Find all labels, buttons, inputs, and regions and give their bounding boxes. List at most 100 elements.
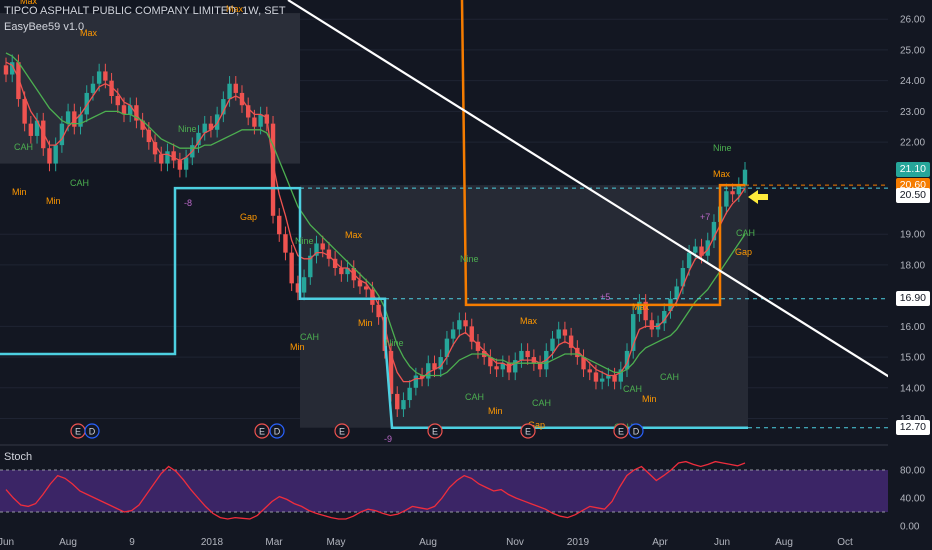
candle-body [438,357,443,370]
time-tick: Aug [419,537,437,548]
candle-body [245,105,251,118]
candle-body [59,123,65,146]
time-tick: Apr [652,537,668,548]
signal-label: -9 [384,434,392,444]
candle-body [643,301,648,321]
price-tick: 13.00 [900,414,925,425]
candle-body [450,329,456,339]
price-tick: 18.00 [900,260,925,271]
candle-body [550,338,555,351]
candle-body [395,393,400,410]
candle-body [109,80,114,96]
price-tick: 19.00 [900,230,925,241]
candle-body [320,243,325,250]
candle-body [22,99,27,124]
signal-label: CAH [70,178,89,188]
candle-body [140,120,145,130]
candle-body [183,157,189,170]
candle-body [662,311,667,324]
price-axis-bg [888,0,932,550]
candle-body [618,369,623,382]
candle-body [556,329,561,339]
time-tick: Mar [265,537,283,548]
candle-body [363,286,369,290]
candle-body [16,62,21,100]
resistance-box-line [460,0,745,307]
signal-label: Max [632,302,650,312]
candle-body [593,372,599,382]
candle-body [426,363,431,379]
signal-label: CAH [623,384,642,394]
candle-body [295,283,301,293]
candle-body [401,400,406,410]
signal-label: Max [20,0,38,6]
candle-body [252,117,257,127]
candle-body [332,258,338,268]
candle-body [78,114,83,127]
signal-label: +5 [600,292,610,302]
candle-body [370,289,375,305]
signal-label: Gap [735,247,752,257]
zone-shade [300,185,748,428]
candle-body [376,304,381,318]
event-marker [254,423,270,439]
candle-body [488,357,493,367]
signal-label: Nine [460,254,479,264]
candle-body [227,83,232,100]
candle-body [537,363,543,370]
candle-body [345,268,350,275]
event-marker-label: E [525,427,531,437]
candle-body [134,105,139,121]
candle-body [221,99,226,115]
price-tick: 15.00 [900,353,925,364]
price-tick: 23.00 [900,107,925,118]
candle-body [47,148,52,164]
signal-label: CAH [532,398,551,408]
price-tick: 16.00 [900,322,925,333]
candle-body [494,366,499,370]
candle-body [72,111,77,127]
candle-body [413,375,419,388]
candle-body [103,71,108,81]
event-marker [628,423,644,439]
trend-line [287,0,893,380]
candle-body [649,320,655,330]
candle-body [165,151,170,164]
signal-label: Max [226,4,244,14]
signal-label: Gap [528,420,545,430]
signal-label: Min [46,196,61,206]
candle-body [457,320,462,330]
candle-body [314,243,319,256]
signal-label: CAH [736,228,755,238]
candle-body [419,375,425,379]
candle-body [283,234,288,253]
signal-arrow [748,190,768,204]
candle-body [680,268,686,287]
event-marker [520,423,536,439]
stoch-tick: 0.00 [900,522,920,533]
signal-label: Max [520,316,538,326]
signal-label: Nine [713,143,732,153]
candle-body [742,169,748,186]
candle-body [513,360,518,373]
candle-body [34,120,40,136]
candle-body [730,191,735,195]
candle-body [407,387,412,401]
signal-label: CAH [660,372,679,382]
candle-body [612,375,617,382]
candle-body [705,240,710,256]
signal-label: Min [290,342,305,352]
candle-body [177,160,183,170]
signal-label: Min [488,406,503,416]
candle-body [674,286,679,299]
stoch-line [5,460,746,520]
event-marker-label: D [274,427,281,437]
stoch-band [0,470,888,512]
candle-body [289,252,294,284]
candle-body [326,249,332,259]
candle-body [128,105,133,115]
candle-body [115,96,120,106]
time-tick: Oct [837,537,853,548]
stoch-tick: 80.00 [900,466,925,477]
